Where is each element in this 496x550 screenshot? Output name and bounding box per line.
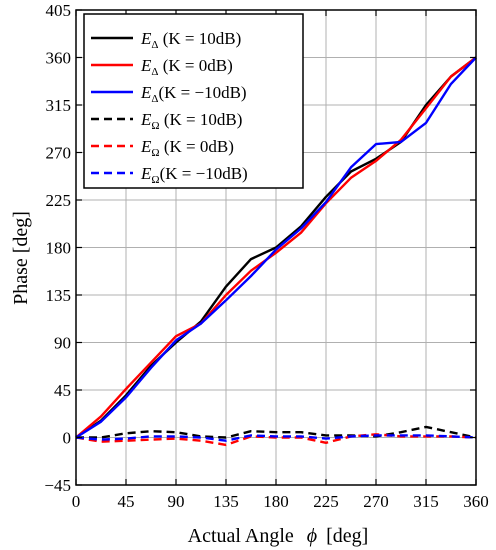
x-axis-title-unit: [deg] xyxy=(326,525,368,547)
plot-frame xyxy=(75,9,477,486)
x-tick-label-5: 225 xyxy=(313,492,339,511)
x-tick-label-8: 360 xyxy=(463,492,489,511)
x-tick-label-0: 0 xyxy=(72,492,81,511)
legend-label-3: EΩ (K = 10dB) xyxy=(140,110,242,132)
x-tick-label-7: 315 xyxy=(413,492,439,511)
y-tick-label-3: 90 xyxy=(54,334,71,353)
y-tick-label-10: 405 xyxy=(46,1,72,20)
legend-label-4: EΩ (K = 0dB) xyxy=(140,137,234,159)
x-axis-title: Actual Angle ϕ [deg] xyxy=(188,525,369,547)
y-tick-label-0: −45 xyxy=(44,476,71,495)
x-tick-label-4: 180 xyxy=(263,492,289,511)
legend-label-1: EΔ (K = 0dB) xyxy=(140,56,233,78)
series-line-3 xyxy=(76,425,477,439)
series-line-1 xyxy=(75,56,477,439)
legend-box xyxy=(83,13,304,189)
y-tick-label-2: 45 xyxy=(54,381,71,400)
series-line-5 xyxy=(75,434,477,442)
tick-labels: 0 45 90 135 180 225 270 315 360−4504590135180225… xyxy=(44,1,488,511)
y-tick-label-6: 225 xyxy=(46,191,72,210)
y-tick-label-9: 360 xyxy=(46,49,72,68)
y-tick-label-4: 135 xyxy=(46,286,72,305)
legend: EΔ (K = 10dB) EΔ (K = 0dB) EΔ(K = −10dB) EΩ… xyxy=(83,13,304,189)
x-tick-label-3: 135 xyxy=(213,492,239,511)
y-axis-title: Phase [deg] xyxy=(10,211,32,305)
x-tick-label-2: 90 xyxy=(168,492,185,511)
x-axis-title-text: Actual Angle xyxy=(188,525,294,547)
legend-label-5: EΩ(K = −10dB) xyxy=(140,164,248,186)
legend-label-0: EΔ (K = 10dB) xyxy=(140,29,241,51)
legend-items: EΔ (K = 10dB) EΔ (K = 0dB) EΔ(K = −10dB) EΩ… xyxy=(91,29,248,186)
y-tick-label-7: 270 xyxy=(46,144,72,163)
series-line-2 xyxy=(75,56,477,439)
series-lines xyxy=(75,56,477,447)
y-tick-label-1: 0 xyxy=(63,429,72,448)
x-tick-label-6: 270 xyxy=(363,492,389,511)
legend-label-2: EΔ(K = −10dB) xyxy=(140,83,247,105)
y-tick-label-8: 315 xyxy=(46,96,72,115)
y-tick-label-5: 180 xyxy=(46,239,72,258)
x-tick-label-1: 45 xyxy=(118,492,135,511)
x-axis-title-symbol: ϕ xyxy=(307,525,317,547)
